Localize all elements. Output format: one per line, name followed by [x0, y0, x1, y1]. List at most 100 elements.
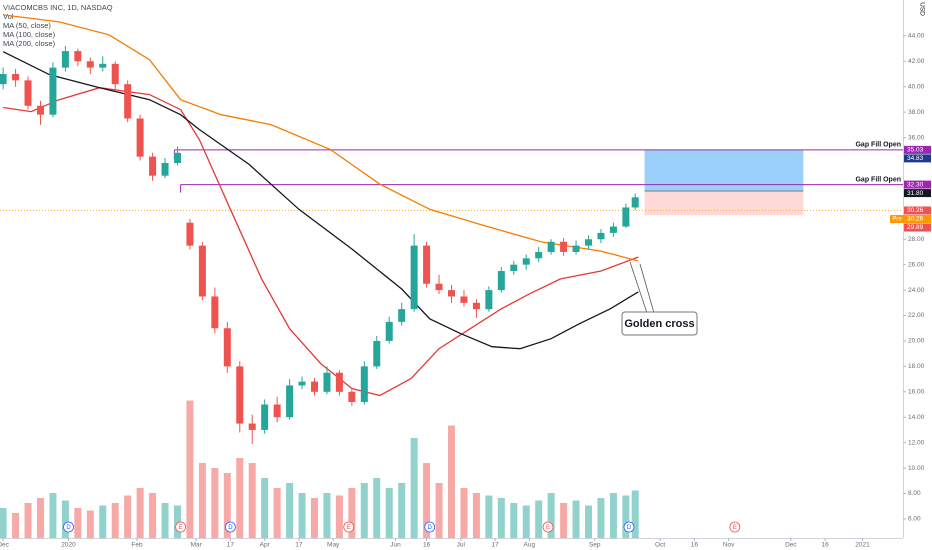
ma-legend: MA (50, close): [3, 21, 51, 30]
candle: [124, 80, 132, 123]
candle: [448, 285, 455, 303]
candle-body: [398, 309, 406, 322]
volume-bar: [572, 500, 580, 538]
candle-body: [99, 63, 107, 68]
candle: [631, 193, 639, 211]
volume-bar: [186, 400, 194, 538]
gap-line-label: Gap Fill Open: [855, 176, 901, 183]
candle: [286, 379, 294, 420]
volume-bar: [198, 463, 206, 538]
annotation-pointer: [639, 263, 655, 314]
candle-body: [560, 241, 568, 252]
x-tick-label: 16: [423, 542, 431, 549]
y-tick-label: 24.00: [908, 287, 925, 294]
candle-body: [111, 63, 119, 85]
candle: [622, 203, 630, 228]
volume-bar: [149, 493, 157, 538]
candle-body: [622, 207, 630, 227]
volume-bar: [248, 463, 256, 538]
candle: [460, 290, 468, 307]
x-tick-label: Feb: [131, 542, 143, 549]
candle: [323, 366, 331, 395]
volume-bar: [136, 488, 144, 538]
candle: [74, 48, 82, 67]
volume-bar: [398, 483, 406, 538]
candle: [12, 68, 20, 87]
candle: [522, 254, 530, 270]
event-label: E: [733, 525, 737, 531]
y-tick-label: 42.00: [908, 58, 925, 65]
volume-bar: [448, 425, 455, 538]
price-label-box: [904, 180, 931, 189]
volume-bar: [609, 493, 617, 538]
loss-zone: [644, 190, 804, 216]
candle-body: [497, 271, 505, 291]
price-label-box: [904, 223, 931, 232]
price-label-tag: Pre: [892, 217, 902, 223]
candle: [410, 234, 418, 312]
event-label: D: [66, 525, 71, 531]
price-label: 34.83: [907, 155, 924, 162]
candle: [161, 157, 169, 179]
candle-body: [186, 222, 194, 246]
volume-bar: [360, 483, 368, 538]
candle: [211, 287, 219, 334]
candle-body: [12, 73, 20, 81]
y-tick-label: 26.00: [908, 261, 925, 268]
candle-body: [24, 80, 32, 106]
x-tick-label: 17: [295, 542, 303, 549]
currency: USD: [918, 2, 925, 16]
candle-body: [472, 302, 480, 310]
event-label: E: [546, 525, 550, 531]
x-tick-label: Mar: [191, 542, 203, 549]
event-marker: [175, 521, 187, 533]
candle-body: [373, 340, 381, 367]
candle-body: [423, 245, 431, 284]
candle: [223, 321, 231, 373]
event-marker: [225, 521, 236, 533]
candle-body: [348, 391, 356, 402]
x-tick-label: Aug: [524, 542, 536, 549]
x-tick-label: Apr: [260, 542, 271, 549]
price-label-box: [904, 154, 931, 163]
price-label: 30.26: [907, 207, 924, 214]
price-label-box: [904, 206, 931, 215]
volume-bar: [24, 503, 32, 538]
volume-legend: Vol: [3, 12, 14, 21]
candle-body: [585, 239, 593, 246]
volume-bar: [99, 505, 107, 538]
chart-title: VIACOMCBS INC, 1D, NASDAQ: [3, 3, 113, 12]
x-tick-label: 2020: [61, 542, 76, 549]
volume-bar: [435, 483, 443, 538]
candle-body: [74, 51, 82, 62]
candle: [248, 414, 256, 444]
volume-bar: [273, 488, 281, 538]
y-tick-label: 6.00: [908, 516, 921, 523]
candle: [61, 46, 69, 72]
volume-bar: [298, 493, 306, 538]
candle: [298, 376, 306, 390]
volume-bar: [161, 503, 169, 538]
candle: [36, 100, 44, 125]
candle-body: [198, 245, 206, 297]
annotation-text: Golden cross: [624, 318, 694, 330]
volume-bar: [261, 478, 269, 538]
candle-body: [360, 366, 368, 402]
x-tick-label: Sep: [589, 542, 601, 549]
candle-body: [161, 162, 169, 176]
candle-body: [597, 232, 605, 240]
volume-bar: [585, 505, 593, 538]
candle-body: [310, 381, 318, 392]
candle-body: [448, 290, 455, 297]
candle-body: [223, 328, 231, 367]
candle-body: [522, 258, 530, 265]
volume-bar: [49, 493, 57, 538]
candle: [49, 62, 57, 118]
event-marker: [424, 521, 436, 533]
candle: [0, 67, 7, 90]
moving-average: [3, 14, 639, 262]
candle: [236, 361, 244, 433]
candle: [535, 246, 543, 263]
candle: [310, 377, 318, 396]
